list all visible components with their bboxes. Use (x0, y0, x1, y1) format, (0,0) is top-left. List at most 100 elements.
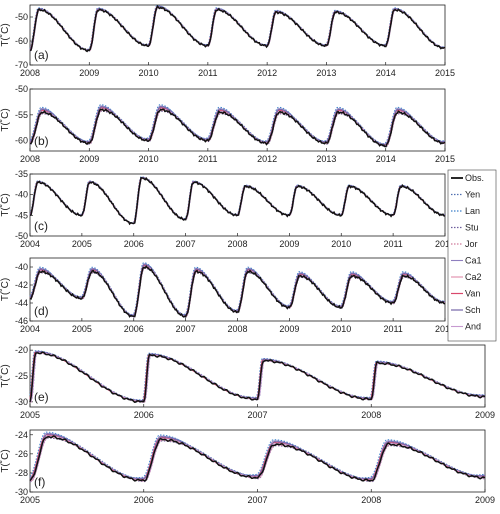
y-tick-label: -24 (15, 430, 28, 440)
panel-5: 2005 2006 2007 2008 2009 -20 -25 -30 T(˚C) (e) (0, 344, 495, 420)
y-tick-label: -70 (15, 60, 28, 70)
y-tick-label: -26 (15, 449, 28, 459)
y-tick-label: -50 (15, 84, 28, 94)
x-tick-label: 2014 (376, 154, 396, 164)
x-tick-label: 2007 (247, 410, 267, 420)
x-tick-label: 2005 (20, 410, 40, 420)
y-tick-label: -40 (15, 190, 28, 200)
legend: Obs. Yen Lan Stu Jor Ca1 Ca2 Van Sch And (447, 169, 497, 342)
x-tick-label: 2015 (435, 68, 455, 78)
y-tick-label: -25 (15, 371, 28, 381)
x-tick-label: 2011 (198, 154, 217, 164)
x-tick-label: 2012 (435, 239, 455, 249)
x-tick-label: 2009 (279, 324, 299, 334)
x-tick-label: 2009 (475, 410, 495, 420)
x-tick-label: 2007 (247, 495, 267, 505)
x-tick-label: 2009 (79, 68, 99, 78)
y-tick-label: -40 (15, 262, 28, 272)
panel-frame (29, 4, 446, 66)
x-tick-label: 2013 (316, 154, 336, 164)
legend-entry-label: Obs. (465, 173, 484, 183)
y-tick-label: -50 (15, 12, 28, 22)
legend-entry-label: Ca2 (465, 272, 482, 282)
y-tick-label: -60 (15, 136, 28, 146)
x-tick-label: 2008 (20, 154, 40, 164)
legend-entry-label: And (465, 322, 481, 332)
series-line-yen (29, 350, 486, 401)
panel-label: (f) (34, 475, 45, 489)
panel-1: 2008 2009 2010 2011 2012 2013 2014 2015 -50 -60 -7… (0, 4, 455, 78)
y-axis-label: T(˚C) (0, 23, 11, 46)
x-tick-label: 2008 (227, 239, 247, 249)
legend-entry-label: Sch (465, 305, 481, 315)
series-line-obs (29, 435, 486, 482)
x-tick-label: 2009 (79, 154, 99, 164)
x-tick-label: 2012 (257, 68, 277, 78)
x-tick-label: 2010 (331, 324, 351, 334)
panel-label: (d) (34, 304, 49, 318)
x-tick-label: 2008 (361, 495, 381, 505)
y-tick-label: -45 (15, 210, 28, 220)
y-tick-label: -55 (15, 110, 28, 120)
x-tick-label: 2012 (435, 324, 455, 334)
panel-3: 2004 2005 2006 2007 2008 2009 2010 2011 2012 -35 -… (0, 169, 455, 249)
y-tick-label: -46 (15, 316, 28, 326)
x-tick-label: 2006 (134, 410, 154, 420)
legend-entry-label: Stu (465, 223, 479, 233)
legend-box (447, 169, 497, 342)
y-axis-label: T(˚C) (0, 364, 11, 387)
x-tick-label: 2004 (20, 239, 40, 249)
legend-entry-label: Lan (465, 206, 480, 216)
x-tick-label: 2006 (134, 495, 154, 505)
panels-group: 2008 2009 2010 2011 2012 2013 2014 2015 -50 -60 -7… (0, 4, 495, 505)
series-line-obs (29, 4, 446, 53)
y-axis-label: T(˚C) (0, 108, 11, 131)
panel-4: 2004 2005 2006 2007 2008 2009 2010 2011 2012 -40 -… (0, 257, 455, 334)
x-tick-label: 2012 (257, 154, 277, 164)
panel-frame (29, 429, 486, 493)
panel-6: 2005 2006 2007 2008 2009 -24 -26 -28 -30 T(˚C) (f) (0, 429, 495, 505)
x-tick-label: 2009 (475, 495, 495, 505)
panel-label: (c) (34, 219, 48, 233)
x-tick-label: 2010 (139, 154, 159, 164)
x-tick-label: 2011 (383, 324, 402, 334)
x-tick-label: 2008 (361, 410, 381, 420)
y-tick-label: -28 (15, 468, 28, 478)
x-tick-label: 2007 (176, 239, 196, 249)
series-line-obs (29, 108, 446, 148)
x-tick-label: 2015 (435, 154, 455, 164)
panel-label: (b) (34, 134, 49, 148)
x-tick-label: 2005 (20, 495, 40, 505)
y-tick-label: -30 (15, 397, 28, 407)
x-tick-label: 2010 (331, 239, 351, 249)
panel-2: 2008 2009 2010 2011 2012 2013 2014 2015 -50 -55 -6… (0, 84, 455, 164)
series-line-obs (29, 264, 446, 318)
x-tick-label: 2014 (376, 68, 396, 78)
panel-label: (a) (34, 48, 49, 62)
x-tick-label: 2009 (279, 239, 299, 249)
x-tick-label: 2008 (20, 68, 40, 78)
x-tick-label: 2005 (72, 324, 92, 334)
x-tick-label: 2010 (139, 68, 159, 78)
y-tick-label: -30 (15, 487, 28, 497)
series-line-obs (29, 351, 486, 404)
y-axis-label: T(˚C) (0, 193, 11, 216)
legend-entry-label: Yen (465, 190, 480, 200)
y-tick-label: -42 (15, 280, 28, 290)
x-tick-label: 2011 (383, 239, 402, 249)
x-tick-label: 2006 (124, 239, 144, 249)
x-tick-label: 2013 (316, 68, 336, 78)
legend-entry-label: Van (465, 289, 480, 299)
x-tick-label: 2008 (227, 324, 247, 334)
legend-entry-label: Ca1 (465, 256, 482, 266)
legend-entry-label: Jor (465, 239, 478, 249)
y-axis-label: T(˚C) (0, 449, 11, 472)
y-tick-label: -35 (15, 169, 28, 179)
y-axis-label: T(˚C) (0, 278, 11, 301)
y-tick-label: -44 (15, 298, 28, 308)
x-tick-label: 2006 (124, 324, 144, 334)
y-tick-label: -60 (15, 36, 28, 46)
x-tick-label: 2011 (198, 68, 217, 78)
x-tick-label: 2007 (176, 324, 196, 334)
